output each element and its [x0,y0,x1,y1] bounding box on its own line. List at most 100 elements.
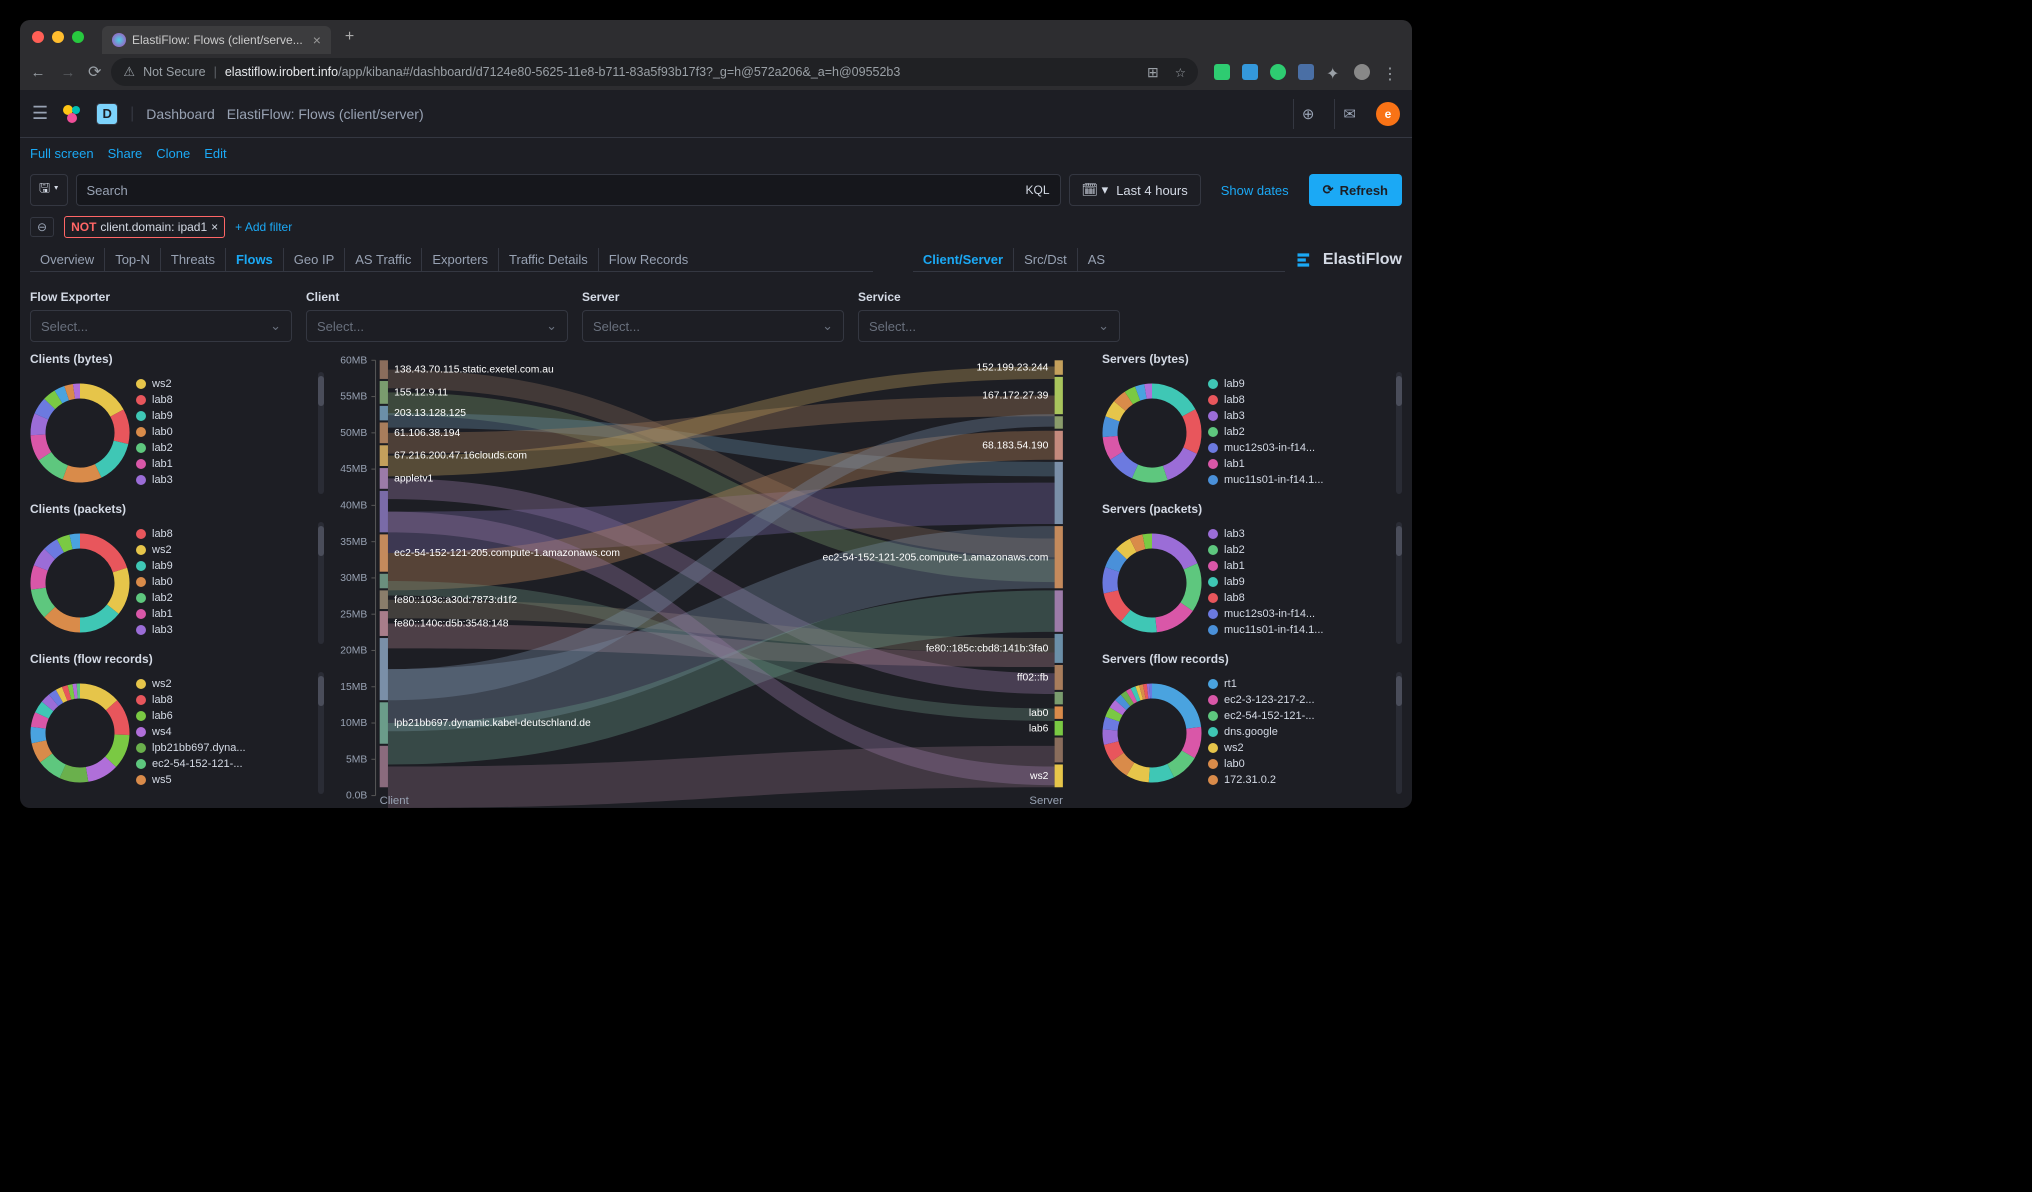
browser-tab[interactable]: ElastiFlow: Flows (client/serve... × [102,26,331,54]
donut-chart[interactable] [1102,533,1202,633]
tab-threats[interactable]: Threats [161,248,226,271]
scrollbar[interactable] [318,372,324,494]
window-zoom[interactable] [72,31,84,43]
legend-item[interactable]: lab1 [1208,458,1388,470]
legend-item[interactable]: ws2 [1208,742,1388,754]
sankey-node[interactable] [380,574,388,589]
remove-filter-icon[interactable]: × [211,220,218,234]
saved-query-button[interactable]: 🖫 ▾ [30,174,68,206]
mail-icon[interactable]: ✉ [1334,99,1364,129]
donut-chart[interactable] [30,683,130,783]
tab-as[interactable]: AS [1078,248,1115,271]
legend-item[interactable]: lab0 [136,576,310,588]
legend-item[interactable]: lab3 [136,474,310,486]
legend-item[interactable]: lpb21bb697.dyna... [136,742,310,754]
edit-link[interactable]: Edit [204,146,226,161]
new-tab-button[interactable]: + [345,28,354,46]
filter-chip[interactable]: NOT client.domain: ipad1 × [64,216,225,238]
sankey-node[interactable] [380,590,388,609]
legend-item[interactable]: ws4 [136,726,310,738]
add-filter-link[interactable]: + Add filter [235,220,292,234]
sankey-node[interactable] [380,381,388,404]
legend-item[interactable]: ws2 [136,678,310,690]
share-link[interactable]: Share [108,146,143,161]
legend-item[interactable]: lab0 [136,426,310,438]
nav-toggle-icon[interactable]: ☰ [32,103,48,124]
legend-item[interactable]: lab8 [136,528,310,540]
user-avatar[interactable]: e [1376,102,1400,126]
legend-item[interactable]: lab8 [136,394,310,406]
legend-item[interactable]: lab2 [136,592,310,604]
tab-overview[interactable]: Overview [30,248,105,271]
ext-icon[interactable] [1298,64,1314,80]
sankey-node[interactable] [1055,665,1063,690]
refresh-button[interactable]: ⟳ Refresh [1309,174,1402,206]
legend-item[interactable]: 172.31.0.2 [1208,774,1388,786]
tab-geo-ip[interactable]: Geo IP [284,248,345,271]
sankey-node[interactable] [1055,764,1063,787]
legend-item[interactable]: lab9 [136,560,310,572]
ext-icon[interactable] [1354,64,1370,80]
legend-item[interactable]: lab8 [136,694,310,706]
sankey-node[interactable] [1055,377,1063,414]
selector-server[interactable]: Select...⌄ [582,310,844,342]
tab-flow-records[interactable]: Flow Records [599,248,698,271]
legend-item[interactable]: lab6 [136,710,310,722]
sankey-node[interactable] [1055,738,1063,763]
donut-chart[interactable] [1102,683,1202,783]
sankey-node[interactable] [380,534,388,571]
legend-item[interactable]: ec2-3-123-217-2... [1208,694,1388,706]
legend-item[interactable]: ws2 [136,378,310,390]
tab-exporters[interactable]: Exporters [422,248,499,271]
chrome-menu-icon[interactable]: ⋮ [1382,64,1398,80]
legend-item[interactable]: lab2 [1208,426,1388,438]
sankey-node[interactable] [1055,526,1063,588]
legend-item[interactable]: ec2-54-152-121-... [136,758,310,770]
sankey-node[interactable] [1055,360,1063,375]
sankey-node[interactable] [1055,462,1063,524]
legend-item[interactable]: lab3 [1208,410,1388,422]
scrollbar[interactable] [1396,672,1402,794]
sankey-node[interactable] [380,360,388,379]
legend-item[interactable]: lab2 [1208,544,1388,556]
time-picker[interactable]: 🗓 ▾ Last 4 hours [1069,174,1201,206]
legend-item[interactable]: muc11s01-in-f14.1... [1208,624,1388,636]
kql-toggle[interactable]: KQL [1026,183,1050,197]
bookmark-star-icon[interactable]: ☆ [1175,65,1186,80]
sankey-node[interactable] [380,491,388,532]
tab-as-traffic[interactable]: AS Traffic [345,248,422,271]
legend-item[interactable]: lab0 [1208,758,1388,770]
legend-item[interactable]: lab2 [136,442,310,454]
sankey-node[interactable] [380,702,388,743]
sankey-node[interactable] [380,445,388,466]
sankey-node[interactable] [1055,706,1063,718]
show-dates-link[interactable]: Show dates [1209,183,1301,198]
legend-item[interactable]: rt1 [1208,678,1388,690]
selector-client[interactable]: Select...⌄ [306,310,568,342]
tab-top-n[interactable]: Top-N [105,248,161,271]
install-app-icon[interactable]: ⊞ [1147,64,1159,81]
sankey-node[interactable] [380,468,388,489]
scrollbar[interactable] [1396,522,1402,644]
legend-item[interactable]: lab9 [1208,576,1388,588]
filter-settings-icon[interactable]: ⊖ [30,217,54,237]
sankey-node[interactable] [1055,692,1063,704]
tab-traffic-details[interactable]: Traffic Details [499,248,599,271]
scrollbar[interactable] [1396,372,1402,494]
donut-chart[interactable] [30,383,130,483]
tab-clientserver[interactable]: Client/Server [913,248,1014,271]
legend-item[interactable]: lab1 [1208,560,1388,572]
sankey-node[interactable] [380,406,388,421]
sankey-node[interactable] [380,611,388,636]
tab-flows[interactable]: Flows [226,248,284,271]
ext-icon[interactable] [1214,64,1230,80]
selector-flow-exporter[interactable]: Select...⌄ [30,310,292,342]
tab-close-icon[interactable]: × [313,32,321,48]
legend-item[interactable]: lab9 [136,410,310,422]
legend-item[interactable]: muc12s03-in-f14... [1208,442,1388,454]
legend-item[interactable]: muc12s03-in-f14... [1208,608,1388,620]
window-close[interactable] [32,31,44,43]
legend-item[interactable]: lab3 [136,624,310,636]
address-bar[interactable]: ⚠ Not Secure | elastiflow.irobert.info/a… [111,58,1198,86]
back-icon[interactable]: ← [28,64,48,81]
